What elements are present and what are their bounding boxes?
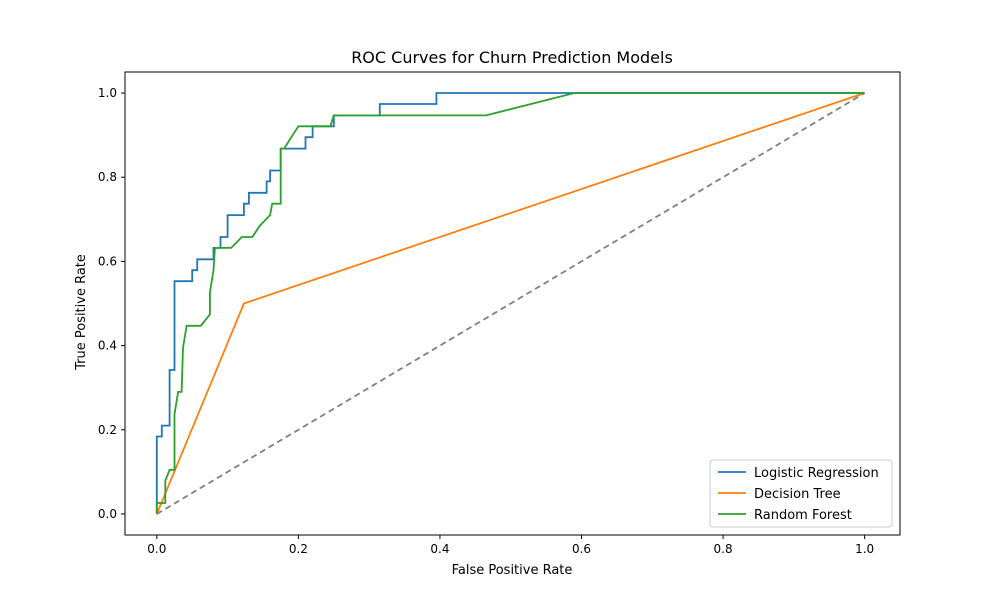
reference-diagonal-line [156,92,866,515]
x-axis-ticks: 0.0 0.2 0.4 0.6 0.8 1.0 [147,535,874,556]
x-tick-label: 0.6 [572,542,591,556]
y-tick-label: 0.4 [98,339,117,353]
series-line-logistic-regression [155,92,865,514]
y-tick-label: 0.6 [98,254,117,268]
x-tick-label: 0.8 [714,542,733,556]
series-layer [155,92,866,515]
y-axis-label: True Positive Rate [74,254,89,371]
x-tick-label: 1.0 [855,542,874,556]
x-tick-label: 0.0 [147,542,166,556]
plot-area [124,71,901,536]
legend-box [709,459,893,528]
x-tick-label: 0.2 [289,542,308,556]
legend-entry-label: Logistic Regression [754,466,879,481]
x-tick-label: 0.4 [430,542,449,556]
y-tick-label: 0.0 [98,507,117,521]
series-line-random-forest [155,92,865,514]
y-axis-ticks: 0.0 0.2 0.4 0.6 0.8 1.0 [98,86,125,521]
y-tick-label: 0.8 [98,170,117,184]
chart-title: ROC Curves for Churn Prediction Models [351,48,673,67]
legend-entry-label: Random Forest [754,508,852,523]
legend-entry-label: Decision Tree [754,487,841,502]
legend: Logistic Regression Decision Tree Random F… [709,459,893,528]
x-axis-label: False Positive Rate [452,563,573,578]
series-line-decision-tree [155,92,865,515]
y-tick-label: 1.0 [98,86,117,100]
y-tick-label: 0.2 [98,423,117,437]
